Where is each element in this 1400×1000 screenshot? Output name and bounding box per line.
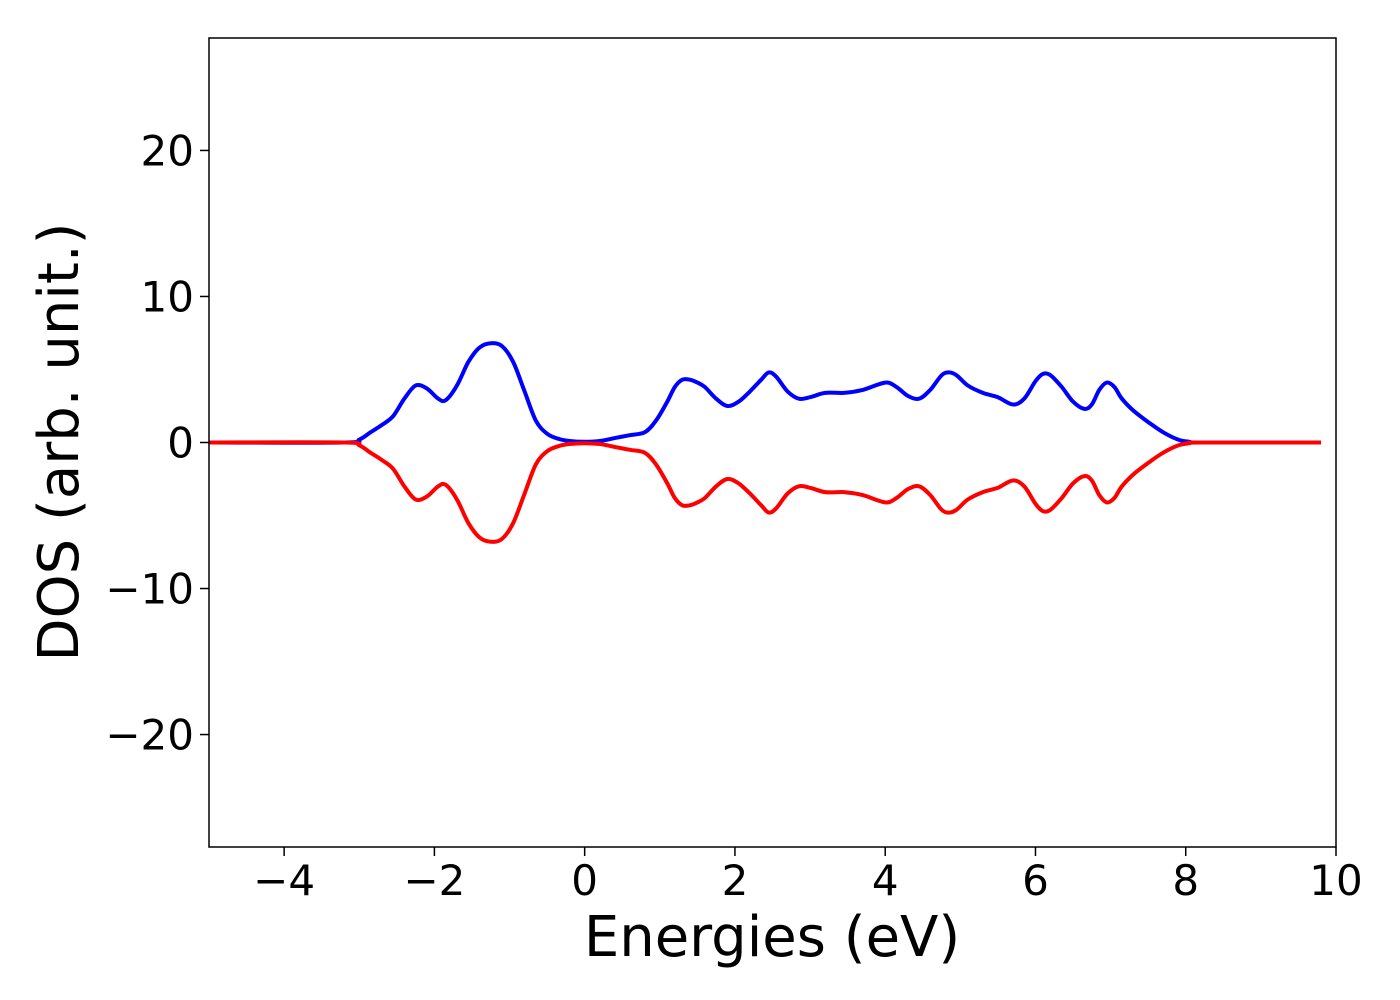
x-tick-label: −2 [403,856,465,905]
x-tick-label: 4 [872,856,899,905]
y-tick-label: 20 [141,126,194,175]
x-tick-label: 2 [722,856,749,905]
plot-frame [208,37,1337,848]
series-line-2 [208,440,1322,544]
y-tick-label: −10 [105,565,194,614]
x-tick-label: 0 [571,856,598,905]
x-tick-label: −4 [253,856,315,905]
x-tick-label: 10 [1309,856,1362,905]
y-axis-label: DOS (arb. unit.) [27,222,92,661]
y-tick-label: 0 [167,419,194,468]
series-line-1 [208,341,1322,445]
y-tick-label: 10 [141,272,194,321]
x-tick-label: 6 [1022,856,1049,905]
series-layer [208,341,1322,544]
x-axis-label: Energies (eV) [584,905,960,970]
x-tick-label: 8 [1172,856,1199,905]
y-tick-label: −20 [105,711,194,760]
